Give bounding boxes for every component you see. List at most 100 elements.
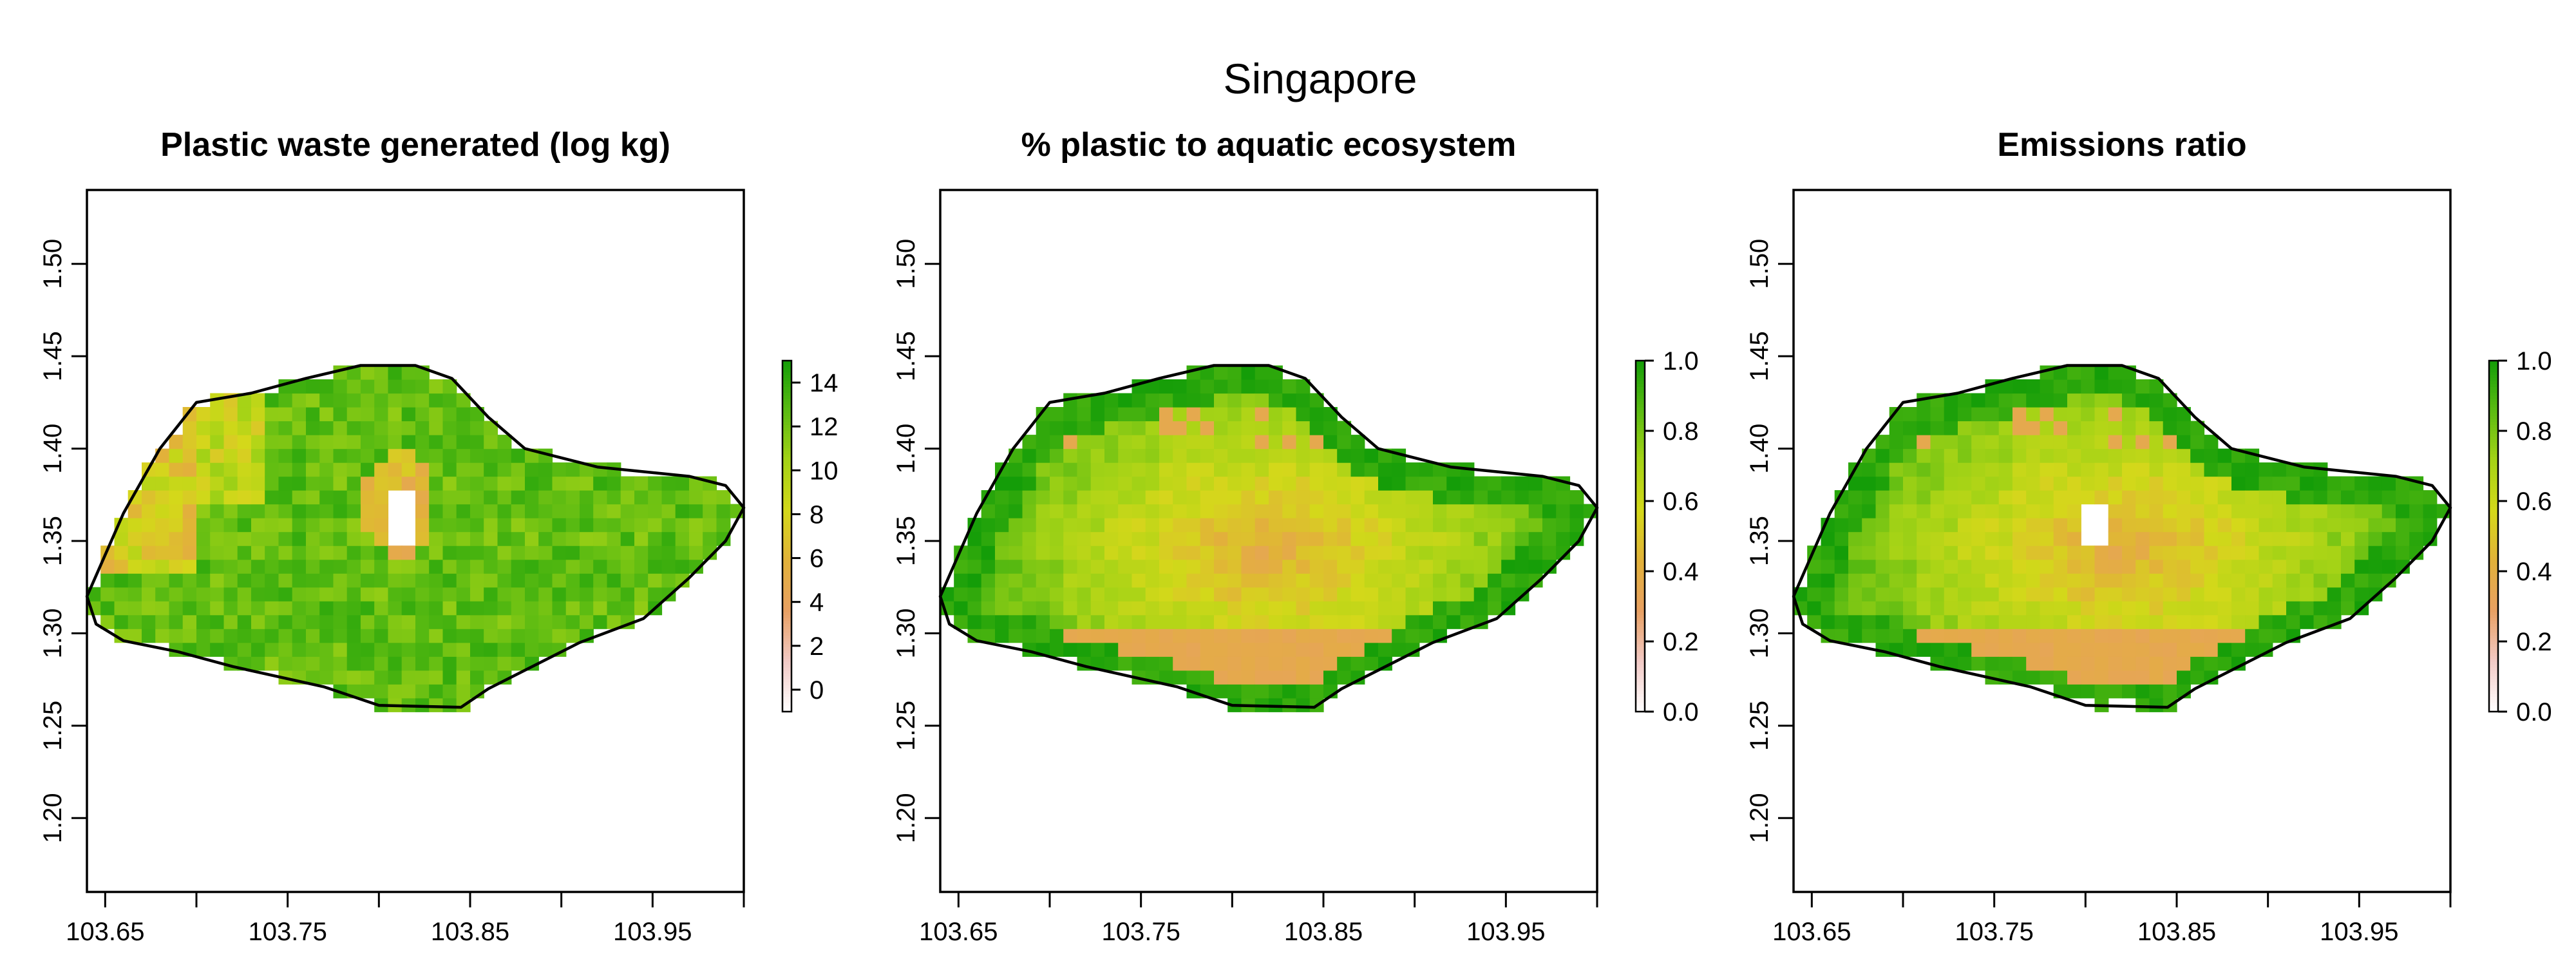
raster-cell xyxy=(2300,490,2315,505)
raster-cell xyxy=(2272,614,2287,629)
raster-cell xyxy=(2067,601,2081,616)
raster-cell xyxy=(1446,545,1461,560)
raster-cell xyxy=(1186,476,1201,491)
raster-cell xyxy=(2108,421,2123,435)
colorbar-swatch xyxy=(1636,483,1645,487)
raster-cell xyxy=(511,656,526,671)
raster-cell xyxy=(1405,559,1420,574)
raster-cell xyxy=(223,614,238,629)
raster-cell xyxy=(1159,421,1173,435)
raster-cell xyxy=(2327,545,2342,560)
raster-cell xyxy=(538,462,553,477)
raster-cell xyxy=(169,559,184,574)
raster-cell xyxy=(1958,504,1972,518)
raster-cell xyxy=(2217,476,2232,491)
raster-cell xyxy=(565,476,580,491)
raster-cell xyxy=(2409,490,2424,505)
raster-cell xyxy=(1985,545,2000,560)
raster-cell xyxy=(661,573,676,588)
raster-cell xyxy=(2067,379,2081,394)
raster-cell xyxy=(1323,518,1338,533)
raster-cell xyxy=(2190,504,2205,518)
raster-cell xyxy=(2163,448,2177,463)
raster-cell xyxy=(2040,518,2054,533)
raster-cell xyxy=(1241,393,1256,408)
raster-cell xyxy=(361,448,375,463)
raster-cell xyxy=(2190,614,2205,629)
colorbar-swatch xyxy=(1636,670,1645,674)
raster-cell xyxy=(346,393,361,408)
colorbar-swatch xyxy=(782,378,791,382)
raster-cell xyxy=(525,490,539,505)
raster-cell xyxy=(661,531,676,546)
raster-cell xyxy=(1104,614,1119,629)
colorbar-tick-label: 0.2 xyxy=(1663,628,1699,656)
colorbar-swatch xyxy=(2489,475,2498,478)
raster-cell xyxy=(1241,448,1256,463)
raster-cell xyxy=(2122,490,2136,505)
raster-cell xyxy=(580,476,594,491)
colorbar-swatch xyxy=(782,647,791,651)
raster-cell xyxy=(333,614,348,629)
raster-cell xyxy=(2204,518,2219,533)
raster-cell xyxy=(2204,490,2219,505)
raster-cell xyxy=(1296,656,1311,671)
raster-cell xyxy=(552,559,567,574)
y-tick-label: 1.40 xyxy=(1745,424,1774,474)
raster-cell xyxy=(182,545,197,560)
colorbar-swatch xyxy=(1636,416,1645,420)
raster-cell xyxy=(1050,587,1064,601)
raster-cell xyxy=(1186,393,1201,408)
raster-cell xyxy=(703,545,717,560)
raster-cell xyxy=(1998,614,2013,629)
colorbar-swatch xyxy=(782,509,791,513)
raster-cell xyxy=(1104,490,1119,505)
x-tick-label: 103.65 xyxy=(66,918,144,946)
raster-cell xyxy=(237,462,252,477)
raster-cell xyxy=(1050,601,1064,616)
colorbar-swatch xyxy=(2489,419,2498,422)
raster-cell xyxy=(470,435,484,450)
raster-cell xyxy=(2259,518,2273,533)
raster-cell xyxy=(429,531,444,546)
raster-cell xyxy=(1917,462,1931,477)
raster-cell xyxy=(2136,559,2150,574)
raster-cell xyxy=(292,490,307,505)
raster-cell xyxy=(2053,518,2068,533)
raster-cell xyxy=(1821,531,1835,546)
colorbar-swatch xyxy=(1636,462,1645,466)
raster-cell xyxy=(1227,518,1242,533)
raster-cell xyxy=(1269,448,1283,463)
raster-cell xyxy=(1903,448,1917,463)
y-tick-label: 1.50 xyxy=(39,239,67,289)
raster-cell xyxy=(1200,435,1215,450)
y-tick-label: 1.30 xyxy=(1745,608,1774,658)
raster-cell xyxy=(278,490,293,505)
raster-cell xyxy=(2067,670,2081,685)
raster-cell xyxy=(1159,379,1173,394)
raster-cell xyxy=(1255,490,1269,505)
y-tick-label: 1.25 xyxy=(39,701,67,751)
raster-cell xyxy=(2136,601,2150,616)
raster-cell xyxy=(1200,490,1215,505)
raster-cell xyxy=(1542,545,1557,560)
raster-cell xyxy=(1036,504,1050,518)
raster-cell xyxy=(2190,573,2205,588)
raster-cell xyxy=(1063,435,1078,450)
raster-cell xyxy=(2396,518,2410,533)
raster-cell xyxy=(1269,684,1283,699)
raster-cell xyxy=(2136,490,2150,505)
raster-cell xyxy=(2245,559,2260,574)
raster-cell xyxy=(2122,587,2136,601)
raster-cell xyxy=(511,629,526,643)
colorbar-swatch xyxy=(1636,615,1645,619)
raster-cell xyxy=(470,614,484,629)
raster-cell xyxy=(2300,614,2315,629)
raster-cell xyxy=(1104,559,1119,574)
raster-cell xyxy=(2081,407,2096,422)
colorbar-swatch xyxy=(1636,682,1645,686)
raster-cell xyxy=(2163,656,2177,671)
raster-cell xyxy=(128,559,142,574)
raster-cell xyxy=(210,490,225,505)
raster-cell xyxy=(1337,490,1352,505)
